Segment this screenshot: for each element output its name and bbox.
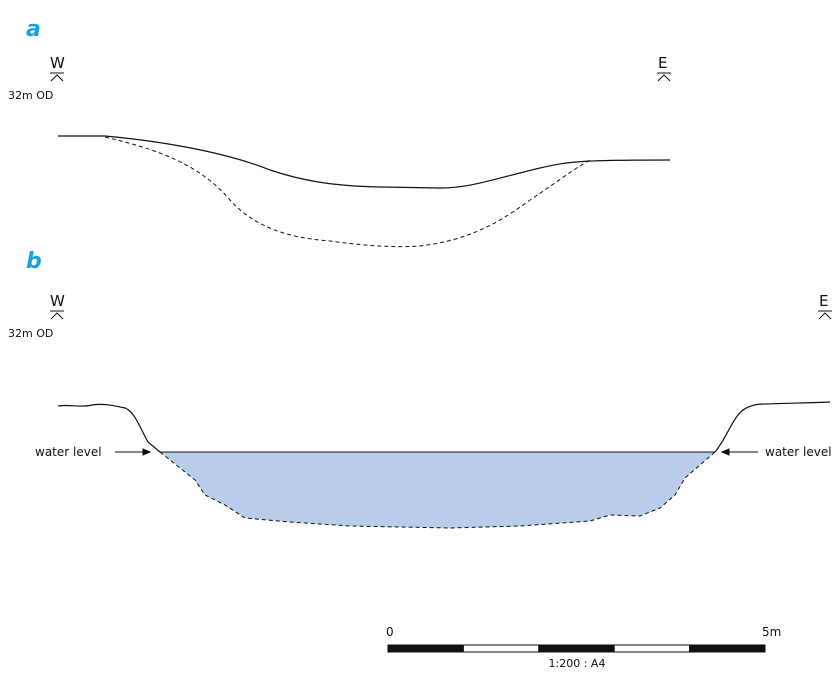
scale-bar: [387, 644, 766, 653]
east-label: E: [658, 54, 667, 72]
datum-label: 32m OD: [8, 89, 53, 102]
scale-start: 0: [386, 625, 394, 639]
west-label: W: [50, 54, 65, 72]
arrow: [720, 448, 758, 456]
cut-profile: [159, 451, 716, 529]
panel-label: b: [26, 249, 42, 274]
east-label: E: [819, 292, 828, 310]
west-label: W: [50, 292, 65, 310]
orientation-mark: [50, 310, 64, 320]
cut-profile: [104, 136, 591, 248]
ground-profile: [58, 135, 671, 189]
datum-label: 32m OD: [8, 327, 53, 340]
orientation-mark: [818, 310, 832, 320]
water-level-label: water level: [35, 445, 102, 459]
arrow: [115, 448, 152, 456]
ground-profile: [714, 401, 831, 453]
orientation-mark: [657, 72, 671, 82]
panel-label: a: [26, 17, 41, 42]
water-body: [160, 452, 715, 528]
scale-ratio: 1:200 : A4: [549, 657, 606, 670]
ground-profile: [57, 403, 161, 453]
scale-end: 5m: [762, 625, 781, 639]
orientation-mark: [50, 72, 64, 82]
water-level-label: water level: [765, 445, 832, 459]
